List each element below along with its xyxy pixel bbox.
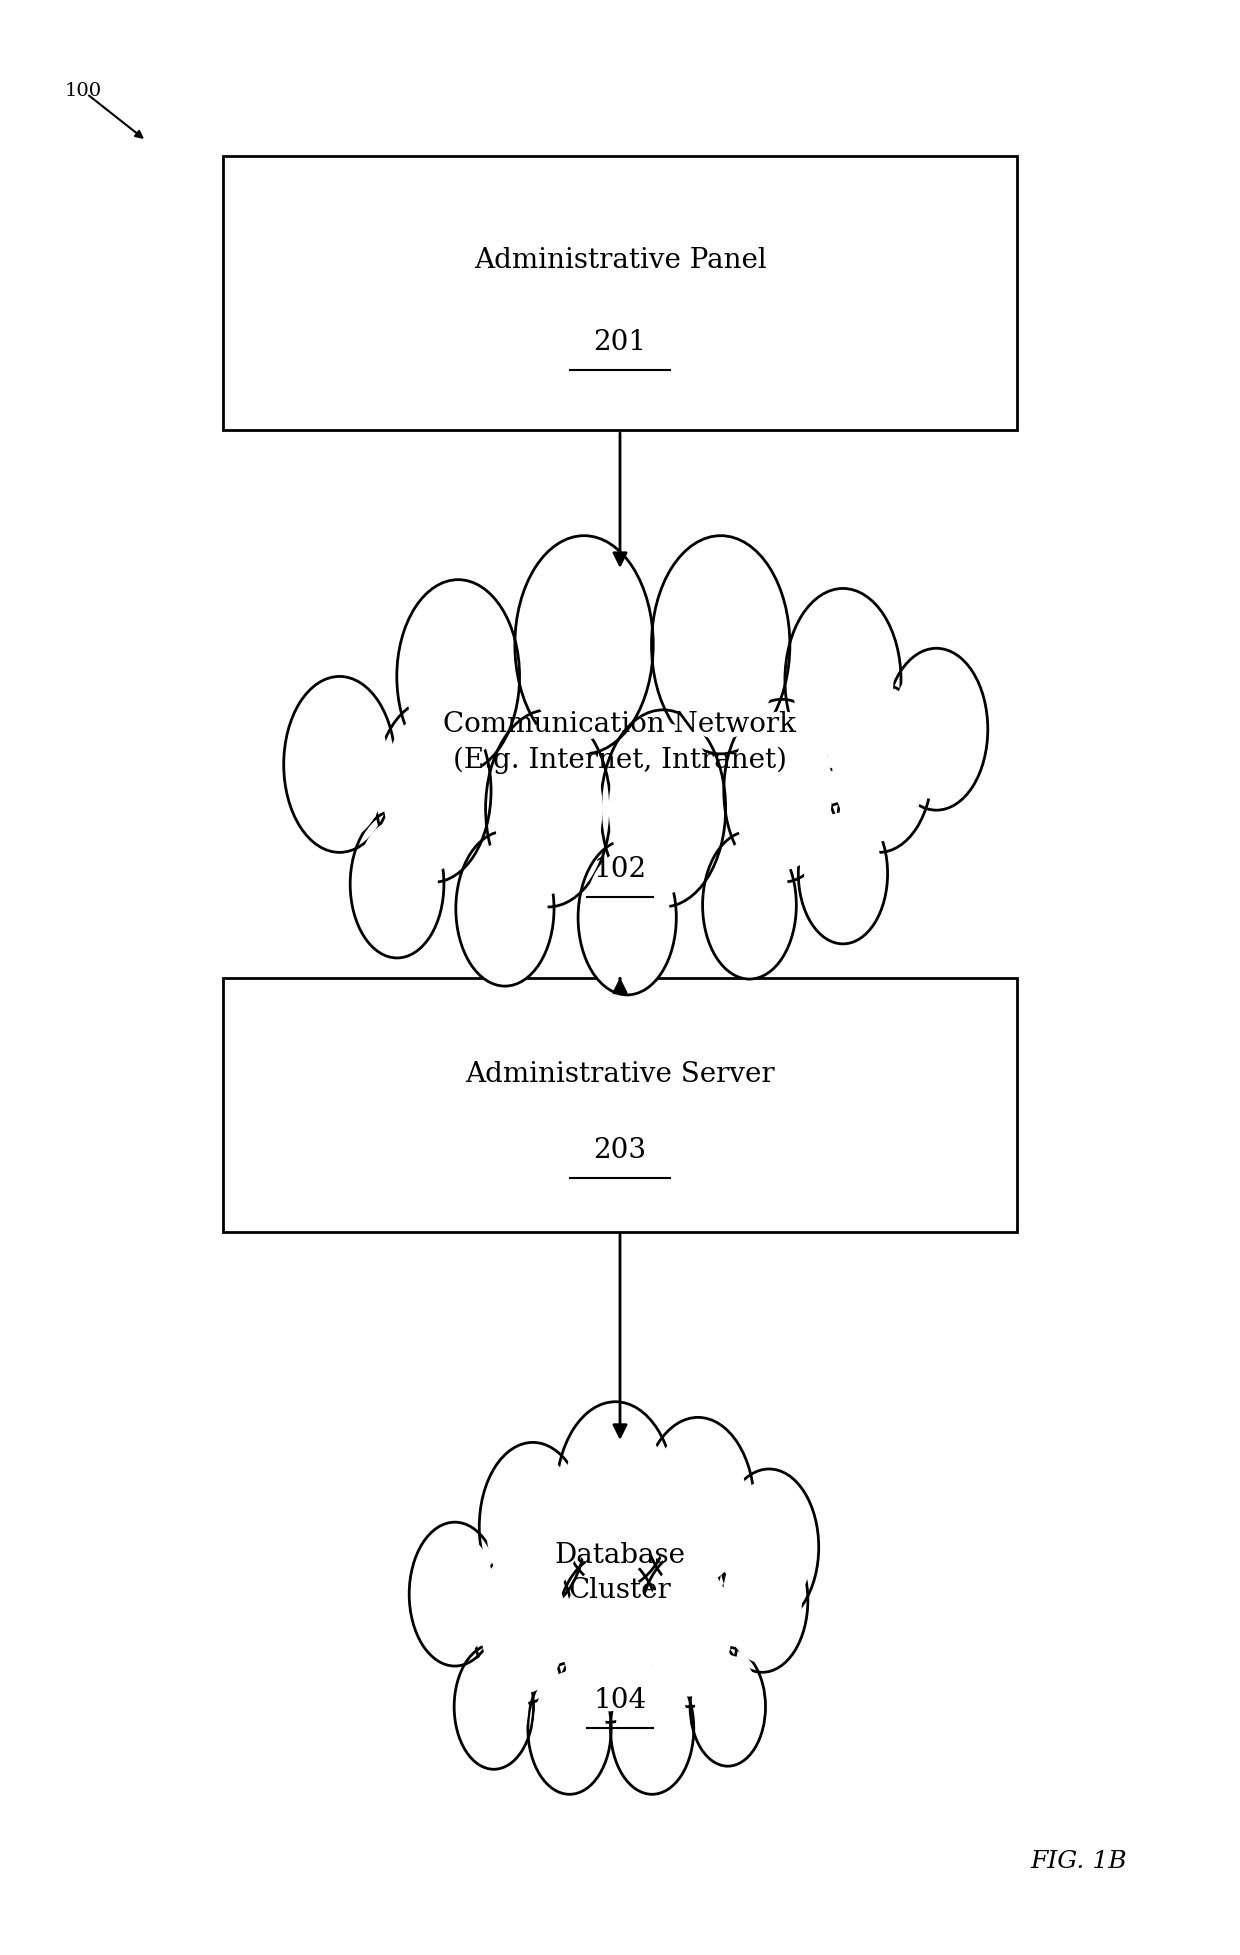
- Text: Communication Network
(E.g. Internet, Intranet): Communication Network (E.g. Internet, In…: [444, 712, 796, 774]
- Circle shape: [732, 712, 832, 870]
- Circle shape: [481, 1558, 567, 1693]
- Circle shape: [639, 1550, 738, 1707]
- Circle shape: [291, 688, 388, 841]
- Circle shape: [382, 712, 484, 870]
- FancyBboxPatch shape: [223, 156, 1017, 430]
- Circle shape: [409, 1523, 501, 1666]
- Circle shape: [609, 723, 718, 893]
- Circle shape: [556, 1554, 662, 1722]
- Text: FIG. 1B: FIG. 1B: [1030, 1849, 1127, 1873]
- Circle shape: [703, 831, 796, 979]
- Circle shape: [785, 588, 901, 772]
- Text: Administrative Server: Administrative Server: [465, 1060, 775, 1087]
- Circle shape: [616, 1672, 688, 1785]
- Circle shape: [463, 841, 548, 976]
- Circle shape: [651, 536, 790, 755]
- Circle shape: [564, 1413, 667, 1578]
- Circle shape: [885, 649, 988, 809]
- FancyBboxPatch shape: [223, 978, 1017, 1232]
- Circle shape: [562, 1564, 655, 1711]
- Circle shape: [719, 1468, 818, 1625]
- Circle shape: [397, 579, 520, 772]
- Circle shape: [892, 659, 981, 800]
- Circle shape: [691, 1648, 765, 1765]
- Circle shape: [454, 1644, 533, 1769]
- Circle shape: [804, 811, 882, 934]
- Circle shape: [832, 694, 925, 841]
- Text: 100: 100: [64, 82, 102, 100]
- Circle shape: [479, 1443, 587, 1611]
- Circle shape: [725, 1480, 812, 1615]
- Circle shape: [584, 850, 670, 985]
- Text: Database
Cluster: Database Cluster: [554, 1542, 686, 1605]
- Circle shape: [456, 831, 554, 985]
- Circle shape: [799, 804, 888, 944]
- Circle shape: [486, 710, 610, 907]
- Circle shape: [826, 684, 932, 852]
- Circle shape: [709, 841, 790, 970]
- Circle shape: [578, 841, 676, 995]
- Circle shape: [474, 1546, 573, 1703]
- Circle shape: [724, 700, 839, 882]
- Circle shape: [600, 710, 725, 907]
- Circle shape: [356, 819, 438, 948]
- Circle shape: [661, 549, 781, 739]
- Circle shape: [374, 700, 491, 882]
- Text: 201: 201: [594, 328, 646, 356]
- Circle shape: [717, 1529, 808, 1672]
- Circle shape: [528, 1664, 611, 1795]
- Circle shape: [641, 1417, 754, 1595]
- Circle shape: [649, 1429, 748, 1584]
- Circle shape: [792, 600, 894, 760]
- Text: Administrative Panel: Administrative Panel: [474, 246, 766, 274]
- Text: 203: 203: [594, 1136, 646, 1163]
- Circle shape: [404, 592, 512, 760]
- Circle shape: [350, 809, 444, 958]
- Circle shape: [696, 1656, 760, 1758]
- Circle shape: [486, 1453, 579, 1601]
- Circle shape: [723, 1539, 802, 1664]
- Circle shape: [646, 1560, 732, 1697]
- Circle shape: [556, 1402, 675, 1589]
- Circle shape: [533, 1672, 606, 1785]
- Circle shape: [523, 549, 645, 739]
- Text: 104: 104: [594, 1687, 646, 1715]
- Circle shape: [459, 1652, 528, 1761]
- Circle shape: [610, 1664, 694, 1795]
- Circle shape: [515, 536, 653, 755]
- Circle shape: [415, 1531, 495, 1656]
- Circle shape: [494, 723, 603, 893]
- Circle shape: [284, 676, 396, 852]
- Text: 102: 102: [594, 856, 646, 884]
